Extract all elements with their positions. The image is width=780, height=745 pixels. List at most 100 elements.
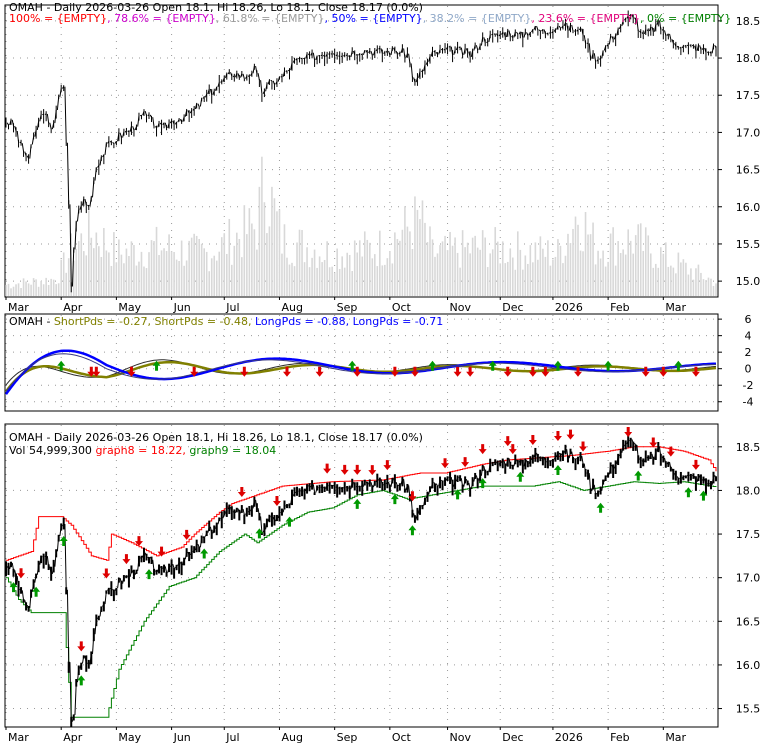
- price-step: [613, 35, 617, 40]
- volume-bar: [647, 235, 650, 296]
- sell-arrow: [574, 366, 583, 377]
- price-step: [54, 109, 57, 124]
- volume-bar: [702, 279, 705, 296]
- price-step: [227, 71, 230, 75]
- price-step: [214, 524, 218, 529]
- y-tick-label: 17.0: [736, 572, 761, 585]
- buy-signal-arrow: [684, 487, 693, 498]
- volume-bar: [85, 255, 88, 296]
- price-step: [438, 49, 441, 55]
- price-step: [465, 479, 469, 484]
- price-step: [164, 122, 168, 129]
- price-step: [46, 555, 50, 567]
- price-step: [561, 452, 564, 456]
- price-step: [641, 460, 644, 463]
- x-tick-label: Oct: [392, 731, 412, 744]
- volume-bar: [205, 251, 208, 296]
- price-step: [694, 45, 697, 51]
- price-step: [260, 516, 263, 533]
- volume-bar: [150, 240, 153, 296]
- price-step: [518, 31, 521, 35]
- price-step: [99, 606, 102, 617]
- volume-bar: [52, 279, 55, 296]
- volume-bar: [233, 245, 236, 296]
- volume-bars: [5, 156, 717, 296]
- price-step: [272, 80, 275, 85]
- price-step: [676, 45, 679, 49]
- volume-bar: [268, 226, 271, 296]
- volume-bar: [506, 261, 509, 296]
- volume-bar: [55, 284, 57, 296]
- price-step: [122, 131, 125, 138]
- volume-bar: [657, 267, 660, 296]
- buy-signal-arrow: [200, 548, 209, 559]
- buy-signal-arrow: [9, 582, 18, 593]
- sell-signal-arrow: [353, 464, 362, 475]
- price-step: [694, 475, 697, 482]
- volume-bar: [323, 259, 326, 296]
- price-step: [463, 48, 466, 55]
- price-step: [483, 466, 486, 473]
- sell-signal-arrow: [77, 641, 86, 652]
- volume-bar: [236, 232, 238, 296]
- volume-bar: [175, 259, 178, 296]
- price-step: [76, 209, 80, 222]
- price-step: [629, 439, 632, 442]
- price-step: [423, 64, 426, 72]
- volume-bar: [15, 284, 17, 296]
- volume-bar: [376, 266, 379, 296]
- price-step: [618, 25, 622, 30]
- price-step: [390, 47, 393, 56]
- volume-bar: [386, 258, 389, 296]
- price-step: [247, 510, 250, 513]
- price-step: [345, 54, 348, 57]
- x-tick-label: Feb: [610, 731, 629, 744]
- price-step: [400, 478, 403, 485]
- price-step: [142, 110, 145, 116]
- buy-signal-arrow: [453, 489, 462, 500]
- price-step: [202, 96, 205, 99]
- price-step: [34, 129, 37, 137]
- price-step: [162, 566, 165, 569]
- volume-bar: [130, 241, 133, 296]
- buy-arrow: [553, 360, 562, 371]
- x-tick-label: Dec: [502, 301, 523, 314]
- price-step: [16, 130, 20, 143]
- y-tick-label: 17.5: [736, 528, 761, 541]
- price-step: [653, 24, 657, 32]
- price-step: [149, 556, 152, 561]
- volume-bar: [476, 247, 479, 296]
- price-step: [468, 482, 471, 490]
- price-step: [370, 482, 373, 488]
- volume-bar: [12, 286, 15, 296]
- volume-bar: [281, 253, 283, 296]
- volume-bar: [514, 269, 517, 296]
- price-step: [501, 460, 504, 464]
- volume-bar: [547, 240, 549, 296]
- price-step: [388, 50, 391, 56]
- price-step: [290, 495, 293, 505]
- volume-bar: [695, 268, 697, 296]
- volume-bar: [20, 288, 22, 296]
- price-step: [395, 50, 398, 55]
- price-step: [676, 476, 679, 479]
- price-step: [669, 461, 672, 469]
- price-step: [601, 481, 604, 491]
- volume-bar: [293, 266, 296, 296]
- volume-bar: [639, 223, 642, 296]
- sell-signal-arrow: [508, 444, 517, 455]
- volume-bar: [642, 250, 645, 296]
- price-step: [207, 526, 210, 533]
- volume-bar: [421, 200, 424, 296]
- price-step: [498, 462, 501, 465]
- price-step: [14, 125, 17, 132]
- price-step: [122, 576, 125, 584]
- oscillator-panel-frame: [4, 313, 719, 412]
- price-step: [576, 29, 579, 32]
- x-tick-label: Dec: [502, 731, 523, 744]
- volume-bar: [336, 248, 338, 296]
- price-step: [568, 451, 571, 459]
- price-step: [11, 119, 15, 127]
- sell-signal-arrow: [649, 437, 658, 448]
- volume-bar: [461, 230, 464, 296]
